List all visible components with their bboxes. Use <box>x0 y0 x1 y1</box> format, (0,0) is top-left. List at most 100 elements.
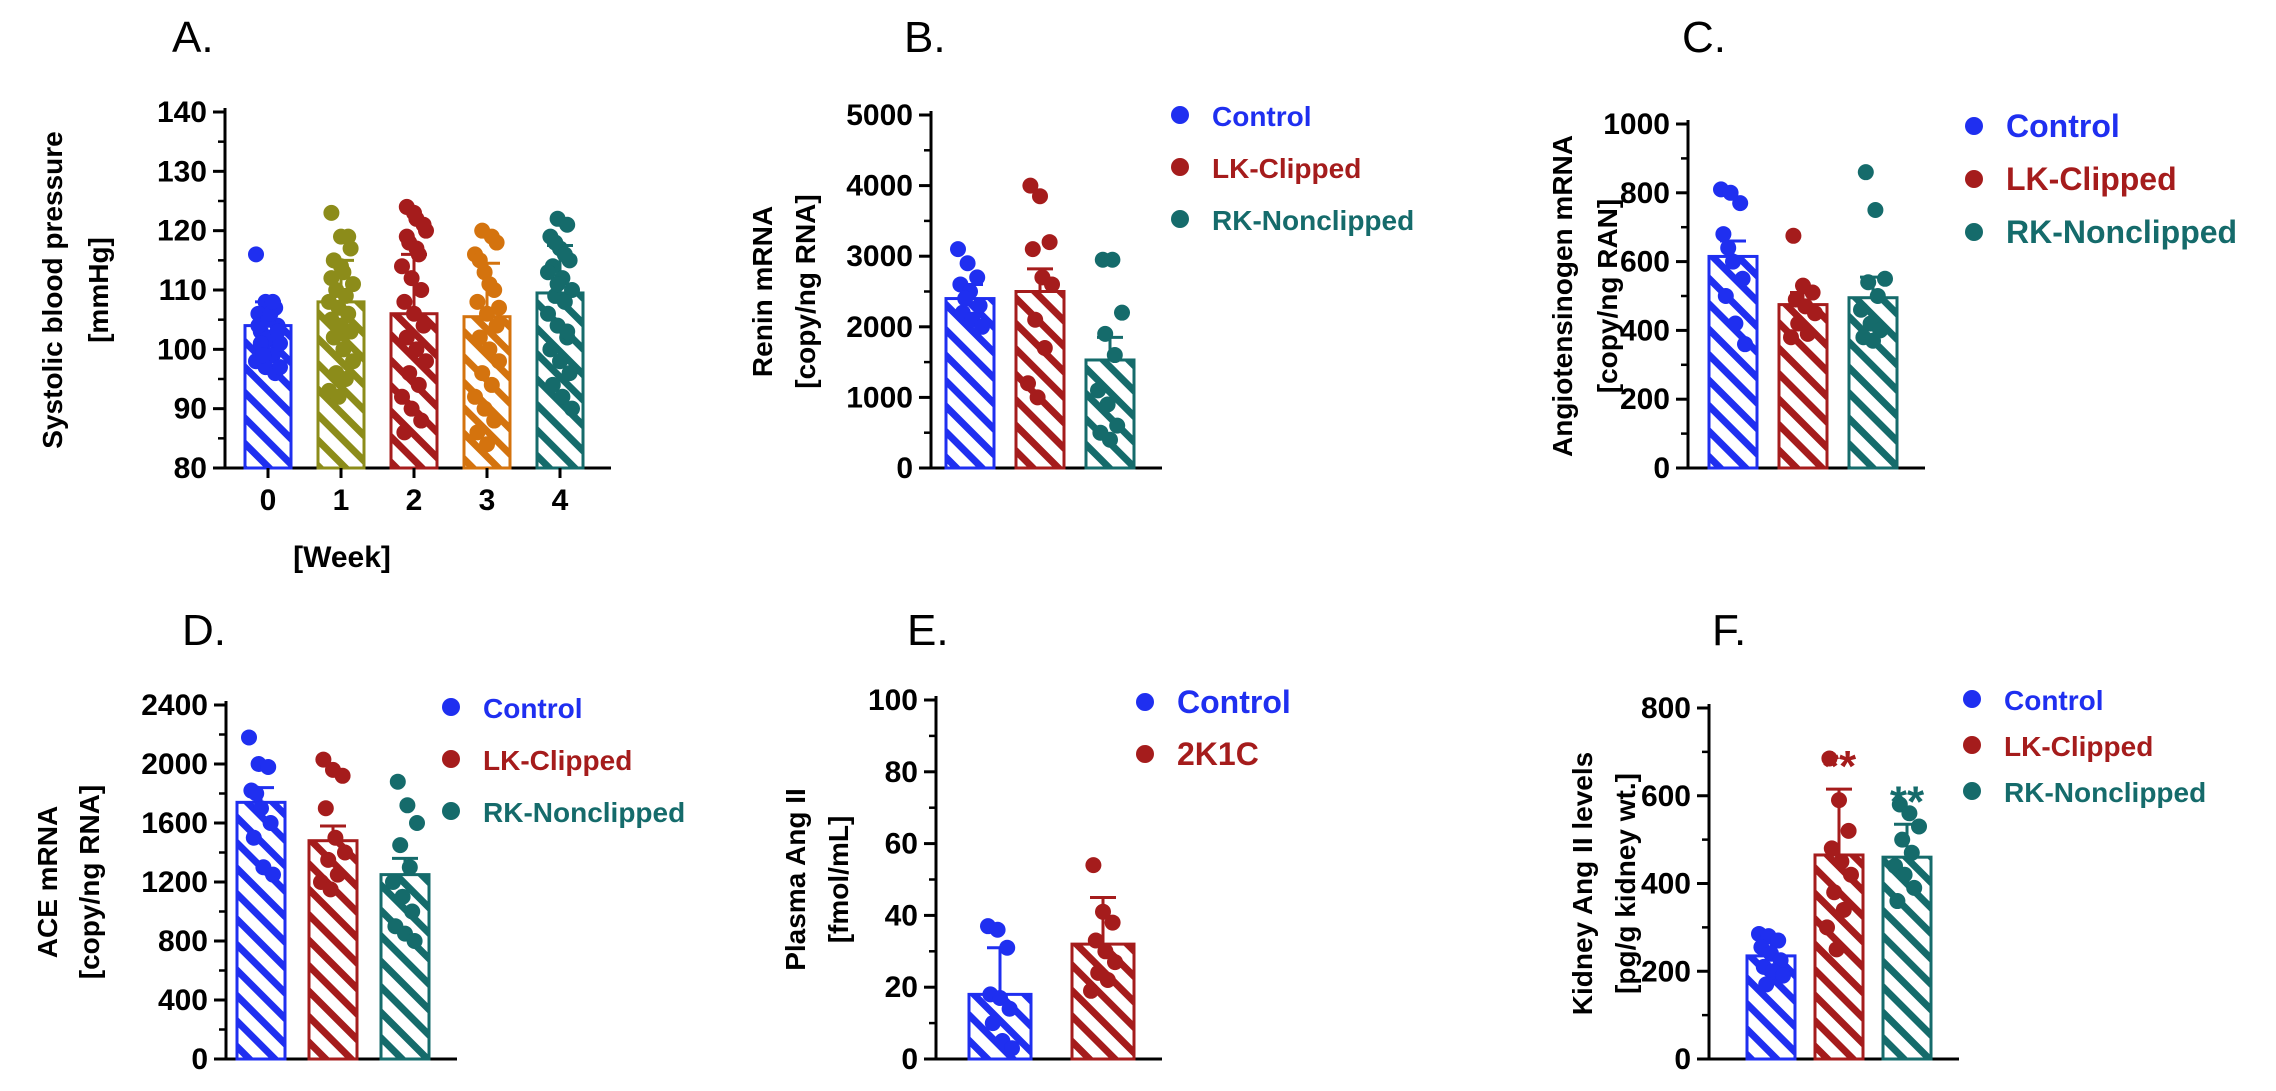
data-point <box>1001 1000 1018 1017</box>
y-tick-label: 0 <box>901 1043 918 1076</box>
data-point <box>389 773 406 790</box>
y-tick-label: 1000 <box>846 381 913 414</box>
data-point <box>403 270 420 287</box>
bar-c-0 <box>1707 254 1759 470</box>
y-tick-label: 3000 <box>846 240 913 273</box>
y-tick-label: 400 <box>1641 868 1691 901</box>
chart-panel-b: B. Renin mRNA [copy/ng RNA] 0 1000 2000 3000 40… <box>747 13 1414 485</box>
y-tick-label: 400 <box>158 984 208 1017</box>
data-point <box>1826 884 1843 901</box>
data-point <box>1020 375 1036 392</box>
legend-label: Control <box>1212 101 1312 132</box>
y-tick-label: 130 <box>157 155 207 188</box>
data-point <box>1041 234 1058 251</box>
data-point <box>269 323 286 340</box>
panel-label: F. <box>1712 606 1746 655</box>
data-point <box>385 874 401 890</box>
data-point <box>418 353 434 370</box>
data-point <box>564 400 580 417</box>
y-tick-label: 400 <box>1620 314 1670 347</box>
legend-marker <box>1171 106 1189 124</box>
legend-marker <box>442 802 460 820</box>
y-axis-label: [copy/ng RNA] <box>74 785 105 979</box>
data-point <box>1857 164 1874 181</box>
data-point <box>1099 396 1116 413</box>
data-point <box>1087 932 1104 949</box>
chart-panel-c: C. Angiotensinogen mRNA [copy/ng RAN] 0 200 4… <box>1547 13 2237 485</box>
data-point <box>1835 901 1852 918</box>
data-point <box>957 290 974 307</box>
data-point <box>337 287 354 304</box>
data-point <box>394 388 410 405</box>
data-point <box>315 751 332 768</box>
data-point <box>554 388 571 405</box>
data-point <box>1109 417 1126 434</box>
data-point <box>491 353 507 370</box>
data-point <box>488 317 505 334</box>
panel-label: B. <box>904 13 946 62</box>
data-point <box>264 293 281 310</box>
data-point <box>1894 831 1911 848</box>
legend-label: Control <box>2004 685 2104 716</box>
data-point <box>984 1015 1001 1032</box>
data-point <box>1720 239 1737 256</box>
chart-panel-d: D. ACE mRNA [copy/ng RNA] 0 400 800 1200 1600 20… <box>32 606 685 1076</box>
data-point <box>559 323 576 340</box>
data-point <box>556 246 573 263</box>
y-tick-label: 2000 <box>141 748 208 781</box>
data-point <box>399 797 416 814</box>
y-axis-label: [pg/g kidney wt.] <box>1610 773 1641 994</box>
legend-marker <box>1965 223 1983 241</box>
legend-marker <box>1963 690 1981 708</box>
data-point <box>481 341 498 358</box>
data-point <box>262 305 279 322</box>
data-point <box>476 400 493 417</box>
data-point <box>1715 226 1732 243</box>
data-point <box>1843 866 1859 883</box>
data-point <box>333 258 349 275</box>
y-axis-label: Kidney Ang II levels <box>1567 752 1598 1015</box>
y-axis-label: ACE mRNA <box>32 806 63 958</box>
data-point <box>467 388 483 405</box>
data-point <box>1877 270 1893 287</box>
legend-marker <box>1963 736 1981 754</box>
data-point <box>265 866 281 883</box>
data-point <box>1819 919 1835 936</box>
y-tick-label: 800 <box>1620 177 1670 210</box>
data-point <box>1783 329 1799 346</box>
data-point <box>241 729 257 746</box>
data-point <box>272 359 288 376</box>
data-point <box>262 815 279 831</box>
y-tick-label: 20 <box>885 971 918 1004</box>
data-point <box>342 240 359 257</box>
y-tick-label: 5000 <box>846 99 913 132</box>
data-point <box>406 204 422 221</box>
y-tick-label: 140 <box>157 96 207 129</box>
data-point <box>1024 241 1041 258</box>
data-point <box>969 269 986 286</box>
data-point <box>989 921 1006 938</box>
legend-label: Control <box>1177 684 1291 720</box>
y-tick-label: 800 <box>158 925 208 958</box>
data-point <box>413 412 430 429</box>
x-axis-label: [Week] <box>293 541 391 574</box>
y-tick-label: 200 <box>1641 955 1691 988</box>
data-point <box>483 376 500 393</box>
data-point <box>1867 202 1884 218</box>
y-tick-label: 60 <box>885 828 918 861</box>
data-point <box>1869 288 1886 304</box>
data-point <box>1036 339 1053 356</box>
data-point <box>974 318 990 335</box>
data-point <box>1102 431 1118 448</box>
data-point <box>330 388 347 405</box>
data-point <box>1807 305 1823 322</box>
legend-label: LK-Clipped <box>2006 161 2177 197</box>
legend-marker <box>1171 210 1189 228</box>
y-tick-label: 600 <box>1641 780 1691 813</box>
data-point <box>342 323 359 340</box>
legend-marker <box>1965 170 1983 188</box>
data-point <box>409 815 425 831</box>
y-tick-label: 120 <box>157 215 207 248</box>
data-point <box>323 270 340 287</box>
data-point <box>415 317 432 334</box>
